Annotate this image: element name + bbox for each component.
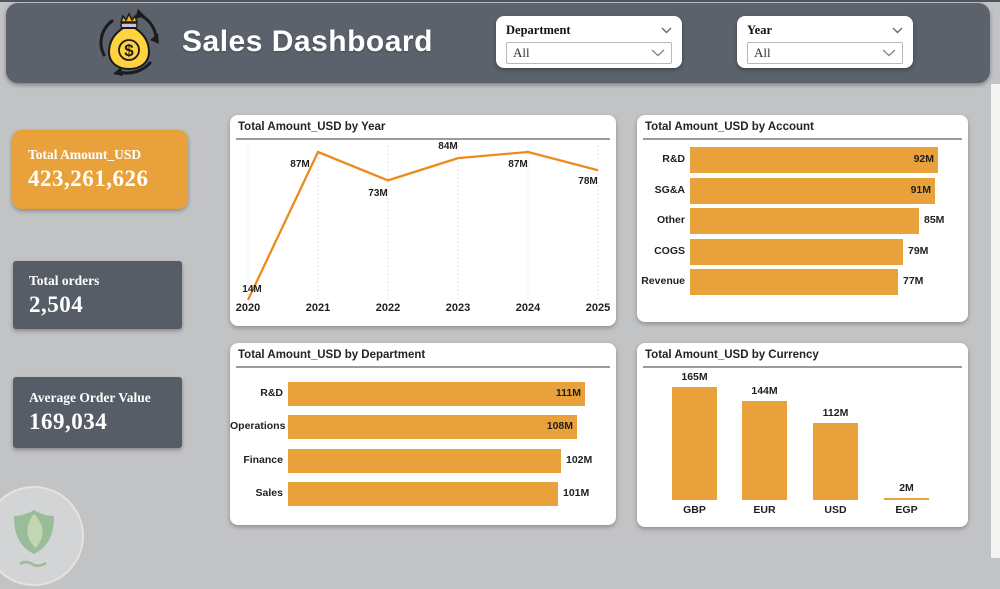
chart-title: Total Amount_USD by Currency [645, 349, 819, 361]
money-bag-cycle-icon: $ [92, 8, 166, 80]
category-label: USD [824, 504, 847, 516]
category-label: Finance [243, 453, 283, 466]
bar[interactable] [288, 482, 558, 507]
kpi-value: 2,504 [29, 291, 84, 317]
value-label: 102M [566, 453, 593, 466]
bar-chart-by-account[interactable]: R&D 92M SG&A 91M Other 85M COGS 79M Revenue 77M [637, 115, 968, 322]
bar[interactable] [690, 177, 935, 204]
kpi-label: Total Amount_USD [28, 147, 142, 162]
page-title: Sales Dashboard [182, 25, 433, 58]
bar-chart-by-department[interactable]: R&D 111M Operations 108M Finance 102M Sales 101… [230, 343, 616, 525]
panel-total-by-currency: Total Amount_USD by Currency 165M GBP 144M… [637, 343, 968, 527]
value-label: 85M [924, 214, 945, 226]
x-axis-label: 2020 [236, 302, 260, 314]
kpi-label: Average Order Value [29, 390, 151, 405]
chevron-down-icon [651, 49, 665, 57]
department-dropdown[interactable]: All [506, 42, 672, 64]
year-dropdown[interactable]: All [747, 42, 903, 64]
bar[interactable] [288, 448, 561, 473]
bar[interactable] [288, 415, 577, 440]
panel-total-by-year: Total Amount_USD by Year 14M 87M 73M 84M 87M… [230, 115, 616, 326]
category-label: Sales [255, 487, 283, 500]
x-axis-label: 2021 [306, 302, 330, 314]
x-axis-label: 2022 [376, 302, 400, 314]
panel-total-by-department: Total Amount_USD by Department R&D 111M Op… [230, 343, 616, 525]
value-label: 112M [822, 407, 849, 419]
value-label: 165M [681, 371, 708, 383]
chevron-down-icon [882, 49, 896, 57]
category-label: R&D [260, 387, 283, 399]
data-label: 84M [438, 141, 457, 152]
kpi-label: Total orders [29, 272, 100, 288]
category-label: Revenue [641, 275, 685, 287]
year-slicer: Year All [737, 16, 913, 68]
value-label: 79M [908, 244, 929, 257]
department-dropdown-value: All [513, 45, 530, 60]
chart-title: Total Amount_USD by Account [645, 121, 814, 133]
bar[interactable] [690, 208, 919, 234]
category-label: GBP [683, 504, 706, 516]
x-axis-label: 2023 [446, 302, 470, 314]
year-slicer-label: Year [747, 23, 772, 37]
panel-total-by-account: Total Amount_USD by Account R&D 92M SG&A 91… [637, 115, 968, 322]
value-label: 108M [546, 420, 573, 433]
data-label: 14M [242, 284, 261, 295]
kpi-value: 169,034 [29, 409, 108, 434]
column[interactable] [742, 401, 787, 500]
chart-title: Total Amount_USD by Department [238, 349, 426, 361]
data-label: 87M [508, 159, 527, 170]
svg-text:$: $ [124, 41, 134, 60]
bar[interactable] [288, 382, 585, 406]
title-divider [236, 366, 610, 368]
year-dropdown-value: All [754, 45, 771, 60]
value-label: 92M [913, 153, 934, 165]
kpi-value: 423,261,626 [28, 166, 149, 191]
bar[interactable] [690, 147, 938, 173]
window-top-edge [0, 0, 1000, 2]
column[interactable] [884, 498, 929, 500]
value-label: 144M [751, 385, 778, 397]
category-label: EGP [895, 504, 918, 516]
department-slicer-label: Department [506, 23, 571, 37]
chevron-down-icon[interactable] [661, 27, 672, 34]
chart-title: Total Amount_USD by Year [238, 121, 386, 133]
category-label: Other [656, 214, 685, 226]
title-divider [643, 366, 962, 368]
data-label: 87M [290, 159, 309, 170]
x-axis-label: 2024 [516, 302, 541, 314]
category-label: R&D [662, 153, 685, 165]
header-bar: $ Sales Dashboard Department All Year Al… [6, 3, 990, 83]
x-axis-label: 2025 [586, 302, 610, 314]
title-divider [236, 138, 610, 140]
bar[interactable] [690, 238, 903, 265]
leaf-shield-watermark [0, 486, 84, 586]
line-chart-by-year[interactable]: 14M 87M 73M 84M 87M 78M 2020 2021 2022 2023 2024 20… [230, 115, 616, 326]
data-label: 78M [578, 176, 597, 187]
column[interactable] [813, 423, 858, 500]
value-label: 111M [555, 387, 581, 399]
category-label: COGS [654, 244, 685, 257]
chevron-down-icon[interactable] [892, 27, 903, 34]
value-label: 77M [903, 275, 924, 287]
bar[interactable] [690, 269, 898, 295]
kpi-total-amount-card: Total Amount_USD 423,261,626 [12, 130, 188, 209]
canvas-right-strip [991, 84, 1000, 558]
category-label: EUR [753, 504, 776, 516]
department-slicer: Department All [496, 16, 682, 68]
line-series[interactable] [246, 150, 599, 301]
kpi-total-orders-card: Total orders 2,504 [13, 261, 182, 329]
column[interactable] [672, 387, 717, 500]
value-label: 101M [563, 487, 590, 500]
value-label: 2M [899, 482, 914, 494]
category-label: SG&A [654, 183, 685, 196]
title-divider [643, 138, 962, 140]
kpi-avg-order-value-card: Average Order Value 169,034 [13, 377, 182, 448]
category-label: Operations [230, 420, 286, 433]
value-label: 91M [910, 183, 931, 196]
column-chart-by-currency[interactable]: 165M GBP 144M EUR 112M USD 2M EGP [637, 343, 968, 527]
data-label: 73M [368, 188, 387, 199]
